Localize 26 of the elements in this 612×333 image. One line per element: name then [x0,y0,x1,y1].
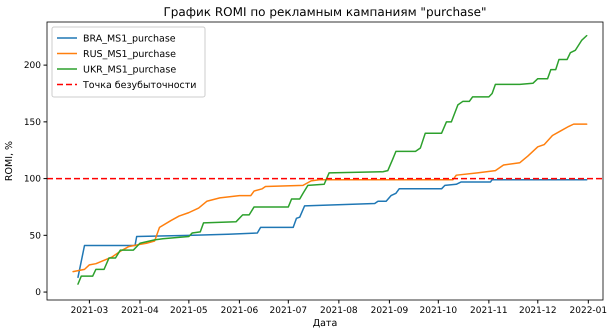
x-tick-label: 2021-05 [170,306,208,316]
x-tick-label: 2021-06 [220,306,258,316]
x-tick-label: 2021-04 [121,306,160,316]
line-series [77,34,588,285]
y-axis-title: ROMI, % [4,140,15,182]
chart-title: График ROMI по рекламным кампаниям "purchase" [163,5,487,19]
legend-label: RUS_MS1_purchase [83,49,176,60]
line-series [72,123,588,272]
x-tick-label: 2021-11 [470,306,508,316]
x-axis-title: Дата [312,318,338,329]
x-tick-label: 2021-09 [370,306,408,316]
legend-label: Точка безубыточности [82,80,196,91]
x-tick-label: 2022-01 [570,306,608,316]
x-tick-label: 2021-03 [70,306,108,316]
y-tick-label: 0 [35,288,42,298]
x-tick-label: 2021-12 [518,306,557,316]
x-tick-label: 2021-10 [420,306,458,316]
y-tick-label: 200 [24,61,42,72]
line-series [77,178,588,278]
y-tick-label: 50 [30,231,42,242]
x-tick-label: 2021-08 [320,306,358,316]
y-tick-label: 150 [24,118,42,128]
y-tick-label: 100 [24,174,42,185]
x-tick-label: 2021-07 [270,306,308,316]
legend-label: UKR_MS1_purchase [83,64,176,76]
legend-label: BRA_MS1_purchase [83,34,176,44]
